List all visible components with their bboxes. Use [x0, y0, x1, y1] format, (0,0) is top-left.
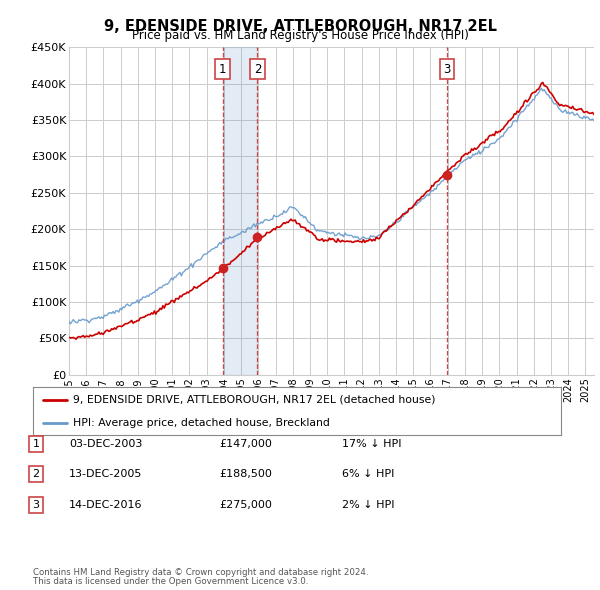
Text: 1: 1: [219, 63, 226, 76]
Text: Contains HM Land Registry data © Crown copyright and database right 2024.: Contains HM Land Registry data © Crown c…: [33, 568, 368, 577]
Text: HPI: Average price, detached house, Breckland: HPI: Average price, detached house, Brec…: [73, 418, 329, 428]
Text: 2% ↓ HPI: 2% ↓ HPI: [342, 500, 395, 510]
Text: 9, EDENSIDE DRIVE, ATTLEBOROUGH, NR17 2EL: 9, EDENSIDE DRIVE, ATTLEBOROUGH, NR17 2E…: [104, 19, 497, 34]
Text: 1: 1: [32, 439, 40, 448]
Text: 2: 2: [254, 63, 261, 76]
Text: 3: 3: [443, 63, 451, 76]
Text: 9, EDENSIDE DRIVE, ATTLEBOROUGH, NR17 2EL (detached house): 9, EDENSIDE DRIVE, ATTLEBOROUGH, NR17 2E…: [73, 395, 435, 405]
Text: 14-DEC-2016: 14-DEC-2016: [69, 500, 143, 510]
Text: £188,500: £188,500: [219, 470, 272, 479]
Text: 6% ↓ HPI: 6% ↓ HPI: [342, 470, 394, 479]
Text: Price paid vs. HM Land Registry's House Price Index (HPI): Price paid vs. HM Land Registry's House …: [131, 30, 469, 42]
Text: This data is licensed under the Open Government Licence v3.0.: This data is licensed under the Open Gov…: [33, 577, 308, 586]
Text: £275,000: £275,000: [219, 500, 272, 510]
Bar: [223, 47, 257, 375]
Text: 17% ↓ HPI: 17% ↓ HPI: [342, 439, 401, 448]
Text: £147,000: £147,000: [219, 439, 272, 448]
Text: 03-DEC-2003: 03-DEC-2003: [69, 439, 142, 448]
Text: 13-DEC-2005: 13-DEC-2005: [69, 470, 142, 479]
Text: 3: 3: [32, 500, 40, 510]
Text: 2: 2: [32, 470, 40, 479]
